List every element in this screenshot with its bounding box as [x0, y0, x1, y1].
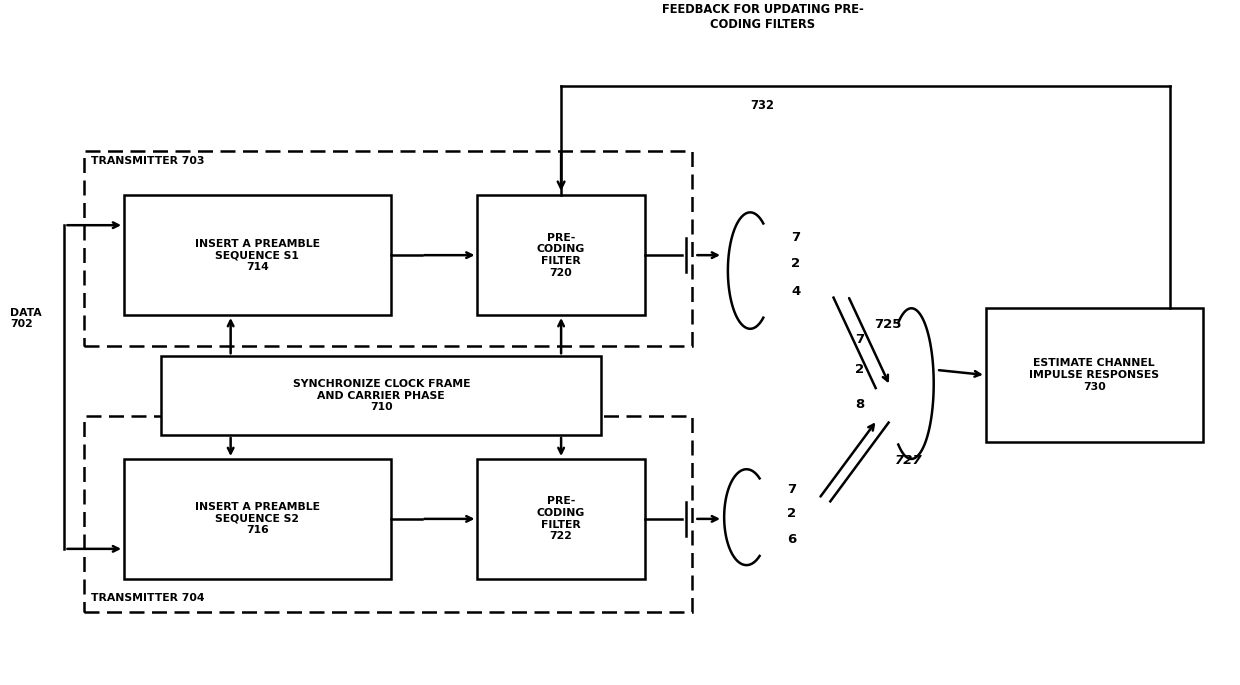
Text: FEEDBACK FOR UPDATING PRE-
CODING FILTERS: FEEDBACK FOR UPDATING PRE- CODING FILTER… [662, 3, 863, 31]
Text: 7: 7 [791, 232, 800, 244]
Text: 4: 4 [791, 285, 800, 297]
Text: 2: 2 [787, 508, 796, 520]
Text: 2: 2 [791, 258, 800, 270]
Text: 6: 6 [787, 534, 796, 546]
Text: 725: 725 [874, 319, 901, 331]
Text: 8: 8 [856, 398, 864, 410]
Text: ESTIMATE CHANNEL
IMPULSE RESPONSES
730: ESTIMATE CHANNEL IMPULSE RESPONSES 730 [1029, 358, 1159, 392]
Text: SYNCHRONIZE CLOCK FRAME
AND CARRIER PHASE
710: SYNCHRONIZE CLOCK FRAME AND CARRIER PHAS… [293, 379, 470, 412]
Text: 7: 7 [787, 484, 796, 496]
Text: 732: 732 [750, 99, 775, 112]
Text: DATA
702: DATA 702 [10, 308, 42, 329]
FancyBboxPatch shape [124, 459, 391, 579]
FancyBboxPatch shape [477, 195, 645, 315]
Text: 7: 7 [856, 333, 864, 345]
FancyBboxPatch shape [161, 356, 601, 435]
FancyBboxPatch shape [986, 308, 1203, 442]
Text: TRANSMITTER 703: TRANSMITTER 703 [91, 156, 205, 166]
Text: PRE-
CODING
FILTER
720: PRE- CODING FILTER 720 [537, 233, 585, 277]
Text: INSERT A PREAMBLE
SEQUENCE S2
716: INSERT A PREAMBLE SEQUENCE S2 716 [195, 502, 320, 536]
Text: TRANSMITTER 704: TRANSMITTER 704 [91, 593, 205, 603]
Text: 2: 2 [856, 364, 864, 376]
Text: 727: 727 [895, 454, 923, 467]
Text: INSERT A PREAMBLE
SEQUENCE S1
714: INSERT A PREAMBLE SEQUENCE S1 714 [195, 238, 320, 272]
Text: PRE-
CODING
FILTER
722: PRE- CODING FILTER 722 [537, 497, 585, 541]
FancyBboxPatch shape [477, 459, 645, 579]
FancyBboxPatch shape [124, 195, 391, 315]
